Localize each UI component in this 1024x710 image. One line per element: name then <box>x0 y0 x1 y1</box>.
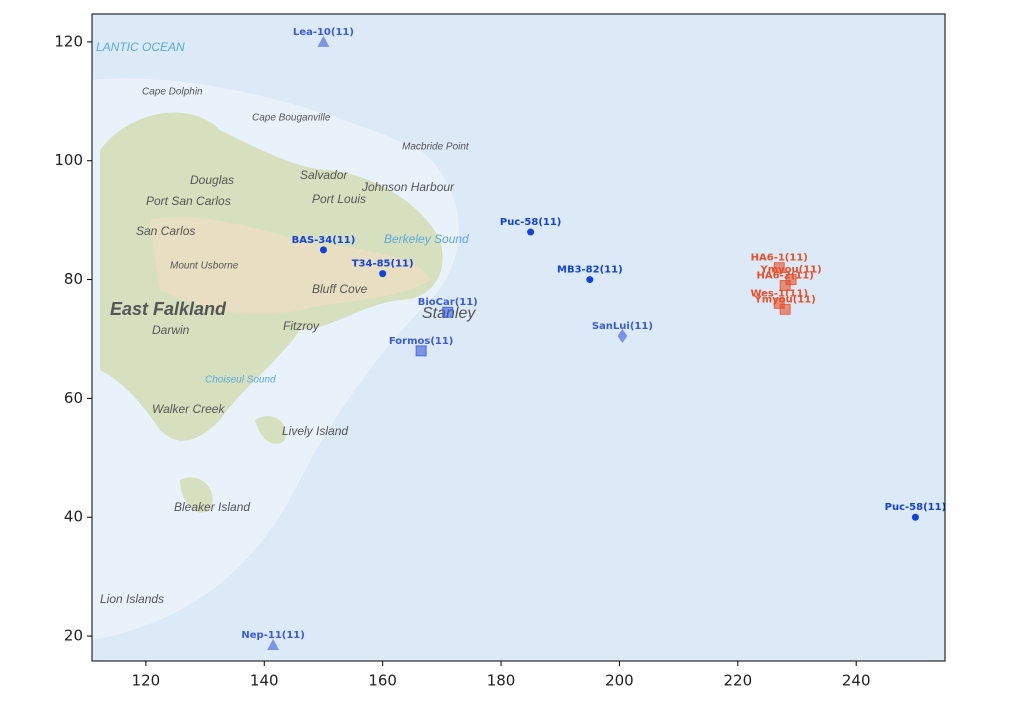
x-tick-label: 140 <box>250 672 279 690</box>
y-tick-label: 80 <box>64 270 83 288</box>
point <box>779 303 791 315</box>
point-label: Formos(11) <box>389 336 454 347</box>
point-label: HA6-2(11) <box>757 271 814 282</box>
map-label: Salvador <box>300 168 348 182</box>
map-label: Lively Island <box>282 424 348 438</box>
x-tick-label: 200 <box>605 672 634 690</box>
point <box>586 276 594 284</box>
point-label: T34-85(11) <box>352 259 414 270</box>
map-label: San Carlos <box>136 224 195 238</box>
point-label: MB3-82(11) <box>557 265 623 276</box>
map-label: Johnson Harbour <box>361 180 455 194</box>
x-tick-label: 120 <box>132 672 161 690</box>
point <box>617 329 628 344</box>
map-label: Choiseul Sound <box>205 375 276 386</box>
x-tick-label: 240 <box>842 672 871 690</box>
y-tick-label: 60 <box>64 389 83 407</box>
map-label: Bluff Cove <box>312 282 368 296</box>
x-tick-label: 220 <box>723 672 752 690</box>
map-label: Macbride Point <box>402 142 470 153</box>
map-label: Cape Bouganville <box>252 113 331 124</box>
map-label: Port Louis <box>312 192 366 206</box>
point <box>442 306 454 318</box>
point <box>527 228 535 236</box>
map-label: East Falkland <box>110 299 227 319</box>
axes-frame <box>91 13 946 662</box>
y-tick-label: 100 <box>54 151 83 169</box>
point <box>415 345 427 357</box>
point <box>779 280 791 292</box>
point-label: BioCar(11) <box>418 297 478 308</box>
map-label: Darwin <box>152 323 190 337</box>
map-label: Port San Carlos <box>146 194 231 208</box>
map-label: Fitzroy <box>283 319 320 333</box>
point <box>911 513 919 521</box>
map-label: Walker Creek <box>152 402 225 416</box>
point <box>317 35 330 47</box>
point-label: Nep-11(11) <box>241 630 304 641</box>
point-label: Lea-10(11) <box>293 27 354 38</box>
point-label: Puc-58(11) <box>500 217 562 228</box>
point-label: Ymyou(11) <box>759 265 821 276</box>
map-label: Douglas <box>190 173 234 187</box>
point-label: HA6-1(11) <box>751 253 808 264</box>
y-tick-label: 20 <box>64 627 83 645</box>
point <box>379 270 387 278</box>
plot-area: Lea-10(11) Nep-11(11) Puc-58(11) Puc-58(11)… <box>241 27 946 650</box>
y-tick-label: 40 <box>64 508 83 526</box>
point-label: Ymyou(11) <box>754 294 816 305</box>
map-background: LANTIC OCEAN East Falkland Stanley Darwi… <box>92 14 945 661</box>
point <box>319 246 327 254</box>
point <box>773 297 785 309</box>
point-label: SanLui(11) <box>592 321 653 332</box>
point-label: BAS-34(11) <box>292 235 356 246</box>
x-tick-label: 160 <box>368 672 397 690</box>
map-label: Cape Dolphin <box>142 87 203 98</box>
map-label: Bleaker Island <box>174 500 250 514</box>
map-label: Berkeley Sound <box>384 232 469 246</box>
map-label: Lion Islands <box>100 592 164 606</box>
point <box>267 638 280 650</box>
point <box>785 274 797 286</box>
map-label: Mount Usborne <box>170 261 239 272</box>
map-label: LANTIC OCEAN <box>96 40 185 54</box>
y-tick-label: 120 <box>54 32 83 50</box>
x-tick-label: 180 <box>487 672 516 690</box>
point <box>773 262 785 274</box>
point-label: Puc-58(11) <box>885 502 947 513</box>
point-label: Wes-1(11) <box>750 288 808 299</box>
